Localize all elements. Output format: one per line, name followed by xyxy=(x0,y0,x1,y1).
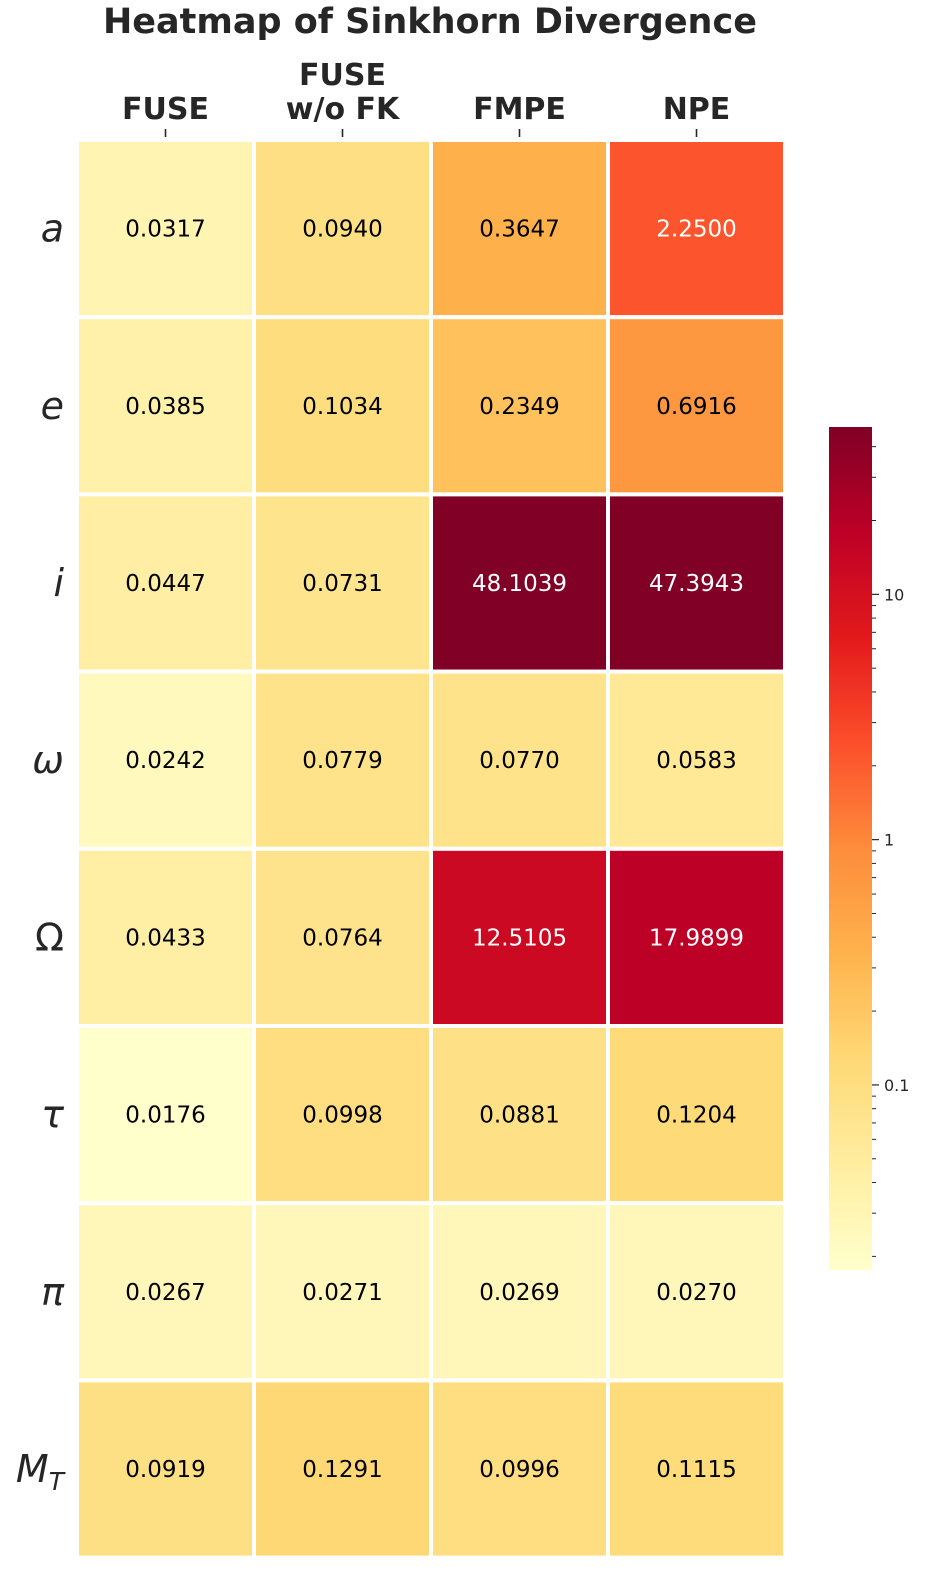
heatmap-cell xyxy=(429,1024,610,1206)
heatmap-cell xyxy=(606,1378,787,1560)
cell-value-label: 0.0919 xyxy=(125,1457,205,1483)
cell-value-label: 0.1291 xyxy=(302,1457,382,1483)
column-label: FUSE xyxy=(122,92,209,127)
heatmap-cell xyxy=(252,1201,433,1383)
cell-value-label: 0.3647 xyxy=(479,217,559,243)
heatmap-cell xyxy=(75,1024,256,1206)
row-label: e xyxy=(41,384,64,428)
heatmap-cell xyxy=(75,492,256,674)
heatmap-cell xyxy=(252,492,433,674)
cell-value-label: 0.0731 xyxy=(302,571,382,597)
cell-value-label: 0.0779 xyxy=(302,748,382,774)
heatmap-cell xyxy=(429,846,610,1028)
cell-value-label: 0.0385 xyxy=(125,394,205,420)
column-label: FMPE xyxy=(473,92,566,127)
heatmap-cell xyxy=(429,669,610,851)
chart-title: Heatmap of Sinkhorn Divergence xyxy=(103,2,757,42)
heatmap-cell xyxy=(75,846,256,1028)
column-label: w/o FK xyxy=(286,92,401,127)
cell-value-label: 0.0770 xyxy=(479,748,559,774)
row-label: π xyxy=(41,1270,65,1314)
row-label: MT xyxy=(16,1447,66,1496)
heatmap-cell xyxy=(606,315,787,497)
cell-value-label: 0.0176 xyxy=(125,1103,205,1129)
colorbar xyxy=(829,427,872,1270)
heatmap-cell xyxy=(75,669,256,851)
cell-value-label: 0.0764 xyxy=(302,925,382,951)
cell-value-label: 0.0433 xyxy=(125,925,205,951)
cell-value-label: 0.0270 xyxy=(656,1280,736,1306)
colorbar-tick-label: 0.1 xyxy=(884,1076,909,1095)
cell-value-label: 0.0583 xyxy=(656,748,736,774)
row-label: τ xyxy=(41,1093,65,1137)
colorbar-tick-label: 1 xyxy=(884,831,894,850)
row-label: a xyxy=(41,207,64,251)
cell-value-label: 0.2349 xyxy=(479,394,559,420)
cell-value-label: 0.0996 xyxy=(479,1457,559,1483)
heatmap-cell xyxy=(75,138,256,320)
column-label: FUSE xyxy=(299,58,386,93)
colorbar-tick-label: 10 xyxy=(884,585,904,604)
cell-value-label: 0.0317 xyxy=(125,217,205,243)
cell-value-label: 0.0998 xyxy=(302,1103,382,1129)
cell-value-label: 0.0940 xyxy=(302,217,382,243)
cell-value-label: 47.3943 xyxy=(649,571,744,597)
heatmap-cell xyxy=(252,846,433,1028)
row-label: ω xyxy=(32,738,64,782)
cell-value-label: 17.9899 xyxy=(649,925,744,951)
cell-value-label: 0.0271 xyxy=(302,1280,382,1306)
heatmap-cell xyxy=(606,492,787,674)
cell-value-label: 0.1034 xyxy=(302,394,382,420)
column-label: NPE xyxy=(663,92,731,127)
heatmap-cell xyxy=(606,669,787,851)
cell-value-label: 0.1204 xyxy=(656,1103,736,1129)
heatmap-cell xyxy=(75,1201,256,1383)
cell-value-label: 0.1115 xyxy=(656,1457,736,1483)
cell-value-label: 0.0267 xyxy=(125,1280,205,1306)
cell-value-label: 0.0269 xyxy=(479,1280,559,1306)
cell-value-label: 0.6916 xyxy=(656,394,736,420)
heatmap-cell xyxy=(252,138,433,320)
cell-value-label: 0.0447 xyxy=(125,571,205,597)
cell-value-label: 2.2500 xyxy=(656,217,736,243)
row-label: i xyxy=(53,561,64,605)
cell-value-label: 0.0242 xyxy=(125,748,205,774)
heatmap-cell xyxy=(252,669,433,851)
heatmap-cell xyxy=(606,846,787,1028)
cell-value-label: 0.0881 xyxy=(479,1103,559,1129)
heatmap-cell xyxy=(429,1378,610,1560)
heatmap-cell xyxy=(252,1024,433,1206)
row-label: Ω xyxy=(35,915,64,959)
heatmap-cell xyxy=(252,1378,433,1560)
heatmap-cell xyxy=(606,1201,787,1383)
heatmap-cell xyxy=(429,138,610,320)
cell-value-label: 12.5105 xyxy=(472,925,567,951)
heatmap-cell xyxy=(75,1378,256,1560)
cell-value-label: 48.1039 xyxy=(472,571,567,597)
heatmap-cell xyxy=(606,1024,787,1206)
